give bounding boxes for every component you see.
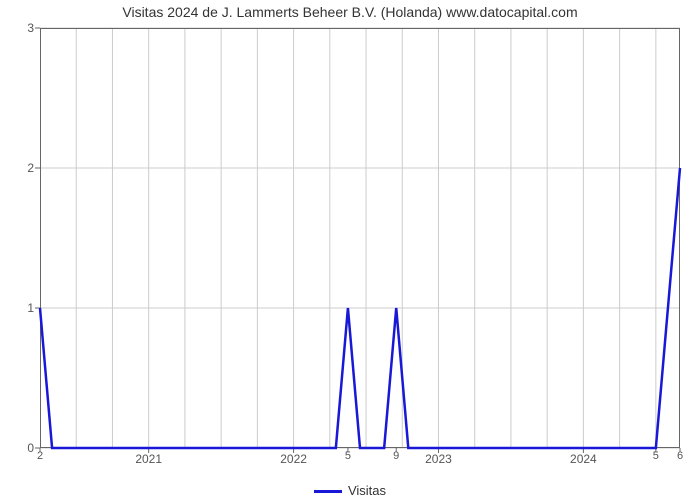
- x-minor-tick-label: 5: [345, 450, 351, 462]
- chart-container: { "chart": { "type": "line", "title": "V…: [0, 0, 700, 500]
- x-tick-label: 2024: [570, 452, 597, 466]
- x-tick-label: 2023: [425, 452, 452, 466]
- x-minor-tick-label: 2: [37, 450, 43, 462]
- y-tick-label: 1: [4, 301, 34, 315]
- plot-svg: [40, 28, 680, 448]
- y-tick-label: 0: [4, 441, 34, 455]
- x-tick-label: 2022: [280, 452, 307, 466]
- x-minor-tick-label: 9: [393, 450, 399, 462]
- legend: Visitas: [0, 483, 700, 498]
- y-tick-label: 2: [4, 161, 34, 175]
- y-tick-label: 3: [4, 21, 34, 35]
- chart-title: Visitas 2024 de J. Lammerts Beheer B.V. …: [0, 4, 700, 20]
- x-tick-label: 2021: [135, 452, 162, 466]
- legend-label: Visitas: [348, 483, 386, 498]
- x-minor-tick-label: 5: [653, 450, 659, 462]
- legend-swatch: [314, 490, 342, 493]
- plot-area: [40, 28, 680, 448]
- x-minor-tick-label: 6: [677, 450, 683, 462]
